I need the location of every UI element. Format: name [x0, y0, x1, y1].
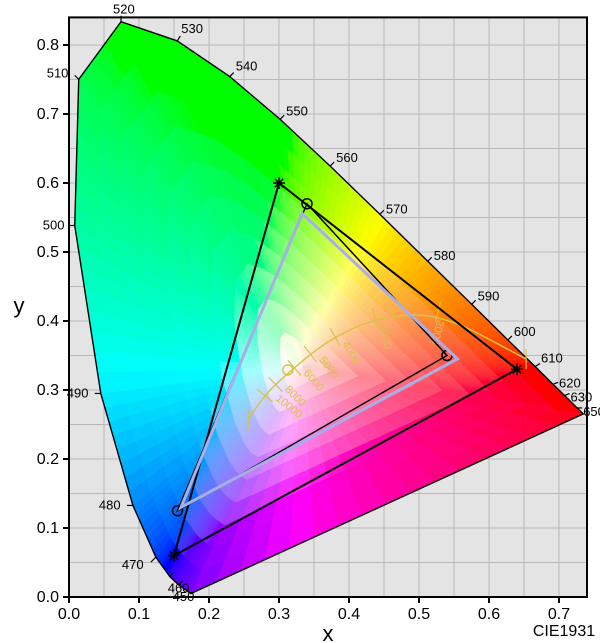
- y-tick-label: 0.4: [37, 313, 59, 330]
- wavelength-label-570: 570: [386, 201, 408, 216]
- footer-label: CIE1931: [533, 623, 595, 640]
- y-tick-label: 0.3: [37, 382, 59, 399]
- y-tick-label: 0.2: [37, 451, 59, 468]
- x-axis-label: x: [323, 621, 334, 643]
- wavelength-label-630: 630: [571, 390, 593, 405]
- y-axis-label: y: [14, 293, 25, 318]
- y-tick-label: 0.7: [37, 106, 59, 123]
- y-tick-label: 0.0: [37, 589, 59, 606]
- x-tick-label: 0.6: [478, 606, 500, 623]
- wavelength-label-620: 620: [559, 375, 581, 390]
- x-tick-label: 0.0: [58, 606, 80, 623]
- wavelength-label-490: 490: [67, 385, 89, 400]
- x-tick-label: 0.3: [268, 606, 290, 623]
- x-tick-label: 0.4: [338, 606, 360, 623]
- wavelength-label-580: 580: [434, 248, 456, 263]
- wavelength-label-590: 590: [478, 288, 500, 303]
- wavelength-label-530: 530: [181, 21, 203, 36]
- wavelength-label-520: 520: [113, 2, 135, 17]
- wavelength-label-610: 610: [541, 351, 563, 366]
- wavelength-label-650: 650: [583, 404, 600, 419]
- x-tick-label: 0.5: [408, 606, 430, 623]
- wavelength-label-470: 470: [122, 557, 144, 572]
- x-tick-label: 0.7: [548, 606, 570, 623]
- wavelength-label-550: 550: [286, 103, 308, 118]
- wavelength-label-560: 560: [336, 150, 358, 165]
- y-tick-label: 0.5: [37, 244, 59, 261]
- wavelength-label-600: 600: [514, 324, 536, 339]
- y-tick-label: 0.1: [37, 520, 59, 537]
- cie1931-chart: 20003000400050006000800010000 4504604704…: [0, 0, 600, 643]
- y-tick-label: 0.8: [37, 37, 59, 54]
- y-tick-label: 0.6: [37, 175, 59, 192]
- x-tick-label: 0.1: [128, 606, 150, 623]
- wavelength-label-510: 510: [47, 65, 69, 80]
- wavelength-label-480: 480: [99, 497, 121, 512]
- wavelength-label-540: 540: [236, 59, 258, 74]
- wavelength-label-500: 500: [43, 218, 65, 233]
- x-tick-label: 0.2: [198, 606, 220, 623]
- wavelength-label-460: 460: [168, 581, 190, 596]
